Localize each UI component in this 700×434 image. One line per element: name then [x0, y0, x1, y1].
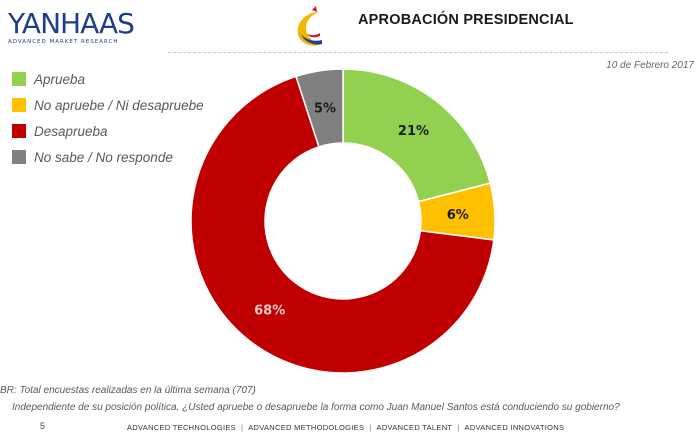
- legend-swatch-desaprueba: [12, 124, 26, 138]
- survey-question: Independiente de su posición política, ¿…: [12, 402, 620, 413]
- logo-subtitle: ADVANCED MARKET RESEARCH: [8, 39, 119, 45]
- data-label-no-sabe: 5%: [314, 101, 336, 116]
- data-label-aprueba: 21%: [398, 124, 429, 139]
- legend-item-neutral: No apruebe / Ni desapruebe: [12, 92, 204, 118]
- legend-swatch-neutral: [12, 98, 26, 112]
- data-label-neutral: 6%: [447, 208, 469, 223]
- data-label-desaprueba: 68%: [254, 304, 285, 319]
- legend-swatch-no-sabe: [12, 150, 26, 164]
- company-logo: YANHAAS ADVANCED MARKET RESEARCH: [8, 7, 138, 46]
- legend-item-aprueba: Aprueba: [12, 66, 204, 92]
- page-title: APROBACIÓN PRESIDENCIAL: [358, 12, 574, 28]
- footer-separator: |: [369, 423, 372, 432]
- donut-slice-desaprueba: [190, 75, 495, 374]
- header-divider: [168, 52, 668, 53]
- footer-separator: |: [240, 423, 244, 432]
- legend-label-no-sabe: No sabe / No responde: [34, 149, 173, 165]
- donut-slice-aprueba: [342, 68, 492, 203]
- logo-wordmark: YANHAAS: [8, 7, 135, 40]
- footer-link-technologies[interactable]: ADVANCED TECHNOLOGIES: [127, 423, 236, 432]
- legend-label-desaprueba: Desaprueba: [34, 123, 108, 139]
- footer-link-talent[interactable]: ADVANCED TALENT: [376, 423, 453, 432]
- chart-legend: Aprueba No apruebe / Ni desapruebe Desap…: [12, 66, 204, 170]
- legend-label-aprueba: Aprueba: [34, 71, 86, 87]
- footer-link-methodologies[interactable]: ADVANCED METHODOLOGIES: [248, 423, 365, 432]
- colombia-emblem-icon: [297, 6, 322, 46]
- legend-item-desaprueba: Desaprueba: [12, 118, 204, 144]
- donut-slice-no-sabe: [295, 68, 344, 148]
- sample-base-note: BR: Total encuestas realizadas en la últ…: [0, 385, 256, 396]
- legend-swatch-aprueba: [12, 72, 26, 86]
- footer-separator: |: [457, 423, 460, 432]
- footer-links: ADVANCED TECHNOLOGIES | ADVANCED METHODOLO…: [127, 423, 564, 432]
- page-number: 5: [40, 421, 46, 431]
- legend-item-no-sabe: No sabe / No responde: [12, 144, 204, 170]
- legend-label-neutral: No apruebe / Ni desapruebe: [34, 97, 204, 113]
- footer-link-innovations[interactable]: ADVANCED INNOVATIONS: [464, 423, 565, 432]
- report-date: 10 de Febrero 2017: [606, 60, 694, 71]
